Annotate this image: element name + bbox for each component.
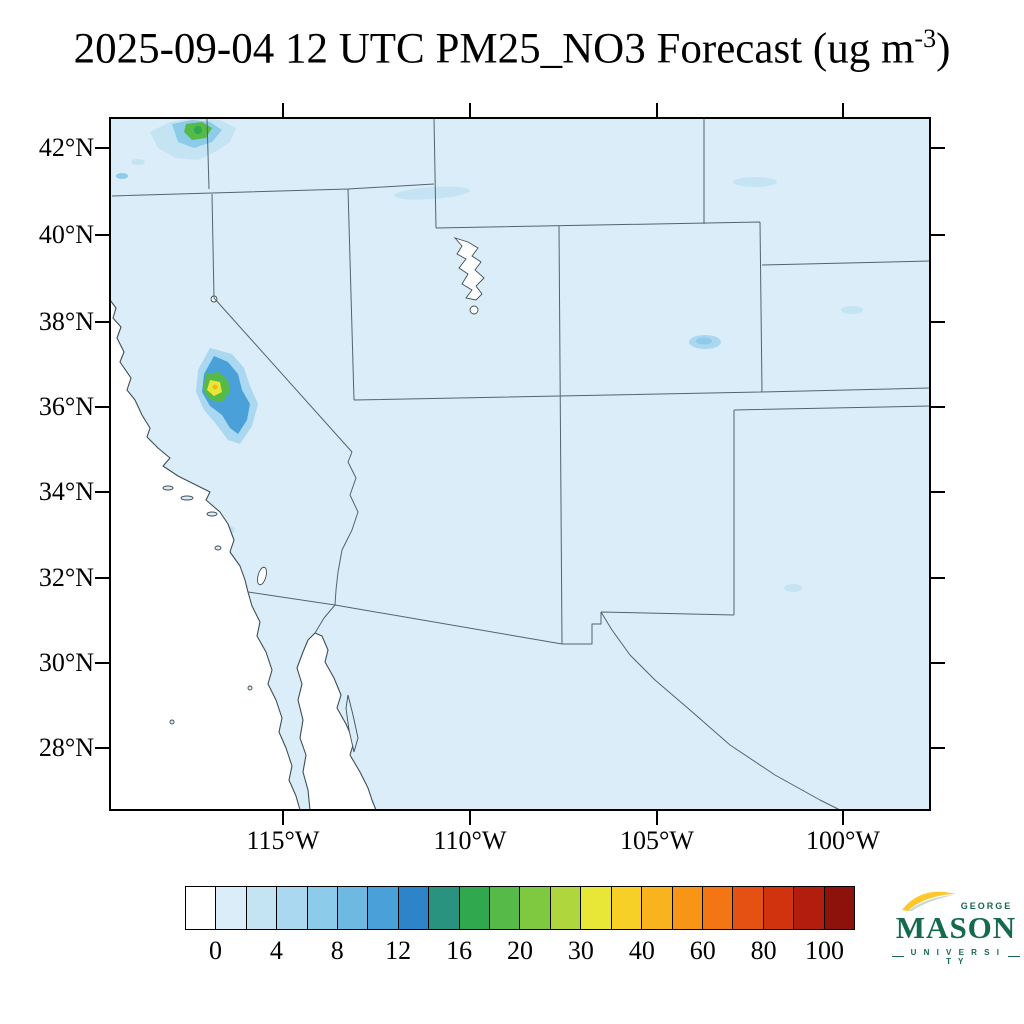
pm25-speck-texas [784, 584, 802, 592]
channel-islands [162, 485, 253, 725]
utah-lake [469, 305, 479, 315]
gmu-logo-george: GEORGE [960, 901, 1013, 911]
plot-title-exponent: -3 [914, 24, 937, 53]
island-icon [169, 719, 175, 725]
island-icon [247, 685, 253, 691]
colorbar-segment [398, 887, 430, 929]
plot-title-text: 2025-09-04 12 UTC PM25_NO3 Forecast (ug … [73, 25, 915, 73]
colorbar-tick-label: 8 [330, 936, 344, 965]
colorbar-tick-label: 16 [446, 936, 473, 965]
colorbar-tick-label: 0 [208, 936, 222, 965]
gulf-island [345, 694, 359, 753]
colorbar-segment [581, 887, 612, 929]
pm25-speck-nevada [394, 186, 470, 200]
pacific-ocean [109, 299, 301, 811]
colorbar-segment [307, 887, 339, 929]
pm25-speck-wyoming [733, 177, 777, 187]
colorbar-segment [459, 887, 491, 929]
state-borders [111, 117, 931, 811]
colorbar-segment [642, 887, 673, 929]
colorbar-segment [763, 887, 795, 929]
great-salt-lake [453, 237, 485, 301]
colorbar-segment [824, 887, 854, 929]
colorbar-tick-label: 100 [805, 936, 845, 965]
island-icon [162, 485, 174, 491]
colorbar-segment [611, 887, 643, 929]
axis-ticks [95, 103, 945, 825]
gmu-logo-university-text: U N I V E R S I T Y [910, 947, 1002, 966]
colorbar-segment [550, 887, 582, 929]
plot-title: 2025-09-04 12 UTC PM25_NO3 Forecast (ug … [0, 24, 1024, 74]
colorbar-segment [702, 887, 734, 929]
island-icon [206, 511, 218, 517]
gmu-swoosh-icon [901, 891, 956, 911]
pm25-patch-colorado [689, 335, 721, 349]
gulf-of-california [296, 632, 377, 811]
colorbar-tick-label: 12 [385, 936, 412, 965]
pm25-speck-kansas [841, 306, 863, 314]
island-icon [214, 545, 222, 551]
colorbar-segment [338, 887, 369, 929]
colorbar-segment [794, 887, 825, 929]
pm25-patch-nw-core [194, 126, 202, 134]
colorbar-tick-label: 20 [507, 936, 533, 965]
pm25-speck [116, 173, 128, 179]
pm25-speck [131, 159, 145, 165]
logo-rule-right [1008, 956, 1020, 958]
colorbar-segment [672, 887, 703, 929]
pm25-patch-co-medium [696, 337, 712, 345]
plot-title-close: ) [936, 25, 951, 73]
colorbar-segment [186, 887, 217, 929]
colorbar-segment [216, 887, 247, 929]
gmu-logo-mason: MASON [895, 910, 1017, 945]
lakes [210, 237, 485, 586]
colorbar-segment [520, 887, 551, 929]
colorbar-segment [277, 887, 308, 929]
gmu-logo-university: U N I V E R S I T Y [892, 948, 1020, 966]
salton-sea [257, 566, 267, 586]
colorbar-segment [246, 887, 278, 929]
colorbar-tick-label: 4 [269, 936, 283, 965]
colorbar-segment [490, 887, 521, 929]
map-frame [109, 117, 931, 811]
pm25-ca-orange-core [212, 384, 218, 390]
gmu-logo-top: GEORGE [892, 888, 1020, 912]
colorbar-tick-label: 60 [689, 936, 716, 965]
colorbar-segment [429, 887, 460, 929]
colorbar-segment [368, 887, 399, 929]
logo-rule-left [892, 956, 904, 958]
pm25-hotspot-california [196, 348, 258, 444]
colorbar-tick-label: 30 [567, 936, 594, 965]
pm25-patch-northwest [116, 118, 236, 179]
colorbar-tick-label: 40 [628, 936, 655, 965]
colorbar-segment [733, 887, 764, 929]
gmu-logo: GEORGE MASON U N I V E R S I T Y [892, 888, 1020, 966]
colorbar-tick-label: 80 [750, 936, 777, 965]
colorbar [185, 886, 855, 930]
island-icon [180, 495, 194, 501]
